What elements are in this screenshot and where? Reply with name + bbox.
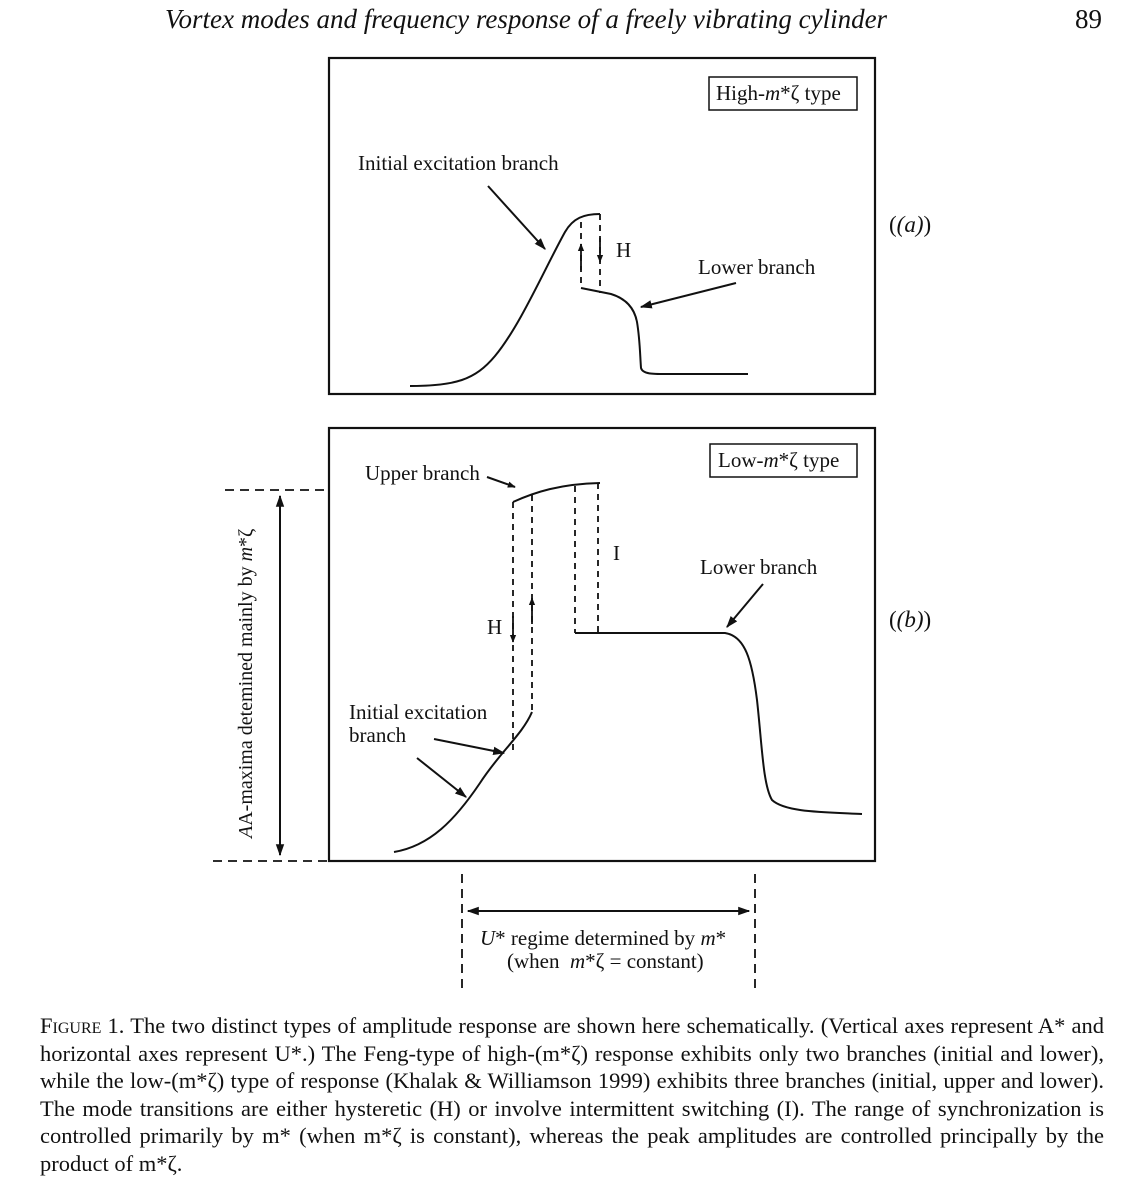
panel-a-frame xyxy=(327,56,877,396)
panel-b-intermittent-label: I xyxy=(613,541,620,565)
panel-b-lower-branch-label: Lower branch xyxy=(700,555,818,579)
caption-figure-label: Figure 1. xyxy=(40,1013,125,1038)
horizontal-range-label-line2: (when m*ζ = constant) xyxy=(507,949,704,973)
page-number: 89 xyxy=(1075,4,1102,34)
figure-1: High-m*ζ type Initial excitation branch … xyxy=(213,56,931,994)
panel-b-frame xyxy=(327,426,877,863)
panel-b-upper-branch-curve xyxy=(512,482,601,503)
panel-b-hysteresis-label: H xyxy=(487,615,502,639)
panel-b-lower-branch-curve xyxy=(575,632,863,815)
caption-text: The two distinct types of amplitude resp… xyxy=(40,1013,1104,1176)
vertical-range-label: AA-maxima detemined mainly by m*ζ xyxy=(235,529,257,840)
panel-a-lower-branch-curve xyxy=(580,287,748,376)
panel-b-label: ((b)) xyxy=(889,607,931,632)
horizontal-range-annotation: U* regime determined by m* (when m*ζ = c… xyxy=(461,874,756,994)
panel-a-hysteresis-label: H xyxy=(616,238,631,262)
panel-b-initial-branch-label-line1: Initial excitation xyxy=(349,700,488,724)
horizontal-range-label-line1: U* regime determined by m* xyxy=(480,926,726,950)
panel-b-initial-branch-label-line2: branch xyxy=(349,723,407,747)
panel-a-lower-branch-label: Lower branch xyxy=(698,255,816,279)
running-title: Vortex modes and frequency response of a… xyxy=(165,4,888,34)
panel-b-initial-branch-arrow-2 xyxy=(416,757,467,798)
panel-b-upper-branch-arrow xyxy=(486,476,516,488)
panel-b: Low-m*ζ type Upper branch I H Lower bran… xyxy=(327,426,931,863)
panel-b-initial-branch-arrow-1 xyxy=(433,738,506,756)
vertical-range-annotation: AA-maxima detemined mainly by m*ζ xyxy=(213,489,329,862)
panel-a-label: ((a)) xyxy=(889,212,931,237)
panel-b-type-label: Low-m*ζ type xyxy=(718,448,839,472)
panel-a-initial-branch-curve xyxy=(409,213,601,387)
panel-b-initial-branch-curve xyxy=(393,711,533,853)
panel-a-initial-branch-label: Initial excitation branch xyxy=(358,151,559,175)
panel-b-upper-branch-label: Upper branch xyxy=(365,461,480,485)
figure-caption: Figure 1. The two distinct types of ampl… xyxy=(40,1012,1104,1177)
panel-b-lower-branch-arrow xyxy=(726,583,764,628)
panel-a: High-m*ζ type Initial excitation branch … xyxy=(327,56,931,396)
page-header: Vortex modes and frequency response of a… xyxy=(0,4,1136,44)
panel-a-type-label: High-m*ζ type xyxy=(716,81,841,105)
panel-a-lower-branch-arrow xyxy=(639,282,737,309)
panel-a-type-box xyxy=(708,76,858,111)
panel-b-type-box xyxy=(709,443,858,478)
panel-a-initial-branch-arrow xyxy=(487,185,546,250)
